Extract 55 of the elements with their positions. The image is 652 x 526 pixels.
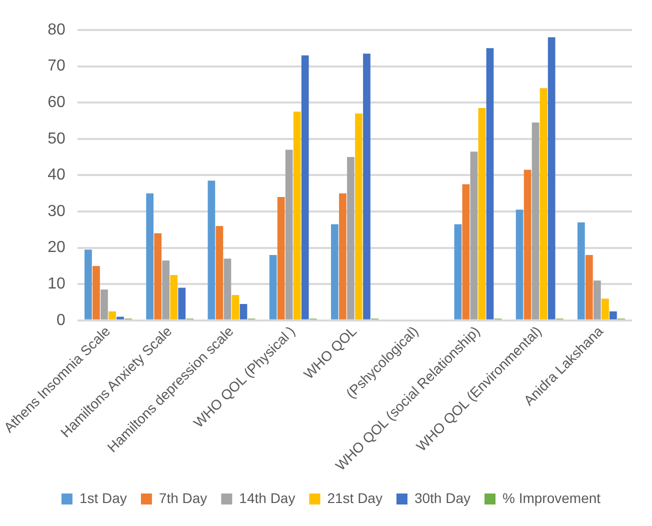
legend-label: 14th Day [239,490,296,506]
legend-label: % Improvement [502,490,601,506]
bar [470,152,478,320]
bar [162,260,170,320]
bar [232,294,240,320]
bar [355,113,362,320]
bar [478,108,486,320]
bar [347,157,354,320]
y-tick-label: 70 [48,58,66,75]
y-tick-label: 0 [56,312,66,329]
y-tick-label: 50 [48,130,66,148]
bar [339,193,346,320]
bar [178,288,186,320]
bar [577,222,585,320]
bar [462,184,470,320]
bar [116,316,124,320]
legend-label: 30th Day [414,490,471,506]
bar [92,266,100,320]
bar [146,193,154,320]
bar [486,48,494,320]
bar [540,88,548,320]
bar [454,224,462,320]
bar [240,304,248,320]
bar [100,290,108,320]
bar [108,311,116,320]
bar [610,311,617,320]
bar [594,280,601,320]
bar [84,250,92,320]
bar [208,180,216,320]
bar [301,55,309,320]
bar [216,226,224,320]
bar [516,210,524,320]
bar [293,112,301,320]
y-tick-label: 60 [48,94,66,112]
bar [602,298,609,320]
y-tick-label: 30 [48,202,66,220]
bar [170,275,178,320]
y-tick-label: 10 [48,275,66,292]
legend-label: 21st Day [327,490,382,506]
bar [277,196,285,320]
y-tick-label: 80 [48,21,66,38]
bar [331,224,338,320]
y-tick-label: 40 [48,166,66,184]
bar [363,54,370,320]
bar [224,258,232,320]
bar [269,255,277,320]
bar [285,150,293,320]
legend-label: 7th Day [158,490,208,506]
legend-label: 1st Day [79,490,127,506]
bar [548,37,556,320]
bar [524,170,532,320]
y-tick-label: 20 [48,239,66,256]
bar [532,122,540,320]
bar [154,233,162,320]
bar [585,255,593,320]
